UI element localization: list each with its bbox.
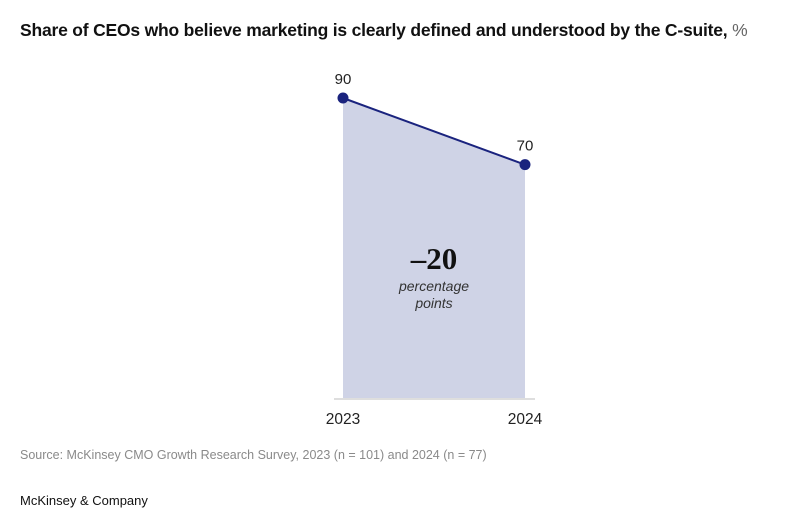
delta-label-line1: percentage	[398, 278, 469, 294]
value-label-2024: 70	[517, 138, 534, 155]
x-tick-label-2024: 2024	[508, 411, 543, 428]
x-tick-label-2023: 2023	[326, 411, 360, 428]
chart-title-unit: %	[732, 20, 748, 40]
chart-title: Share of CEOs who believe marketing is c…	[20, 20, 748, 41]
delta-label-line2: points	[414, 295, 452, 311]
chart-title-text: Share of CEOs who believe marketing is c…	[20, 20, 728, 40]
data-point-2024	[519, 159, 531, 171]
series-line	[342, 97, 526, 166]
source-note: Source: McKinsey CMO Growth Research Sur…	[20, 448, 487, 462]
area-fill	[343, 98, 525, 398]
brand-logo-text: McKinsey & Company	[20, 493, 148, 508]
delta-value: –20	[410, 241, 458, 276]
data-point-2023	[337, 92, 349, 104]
value-label-2023: 90	[335, 71, 352, 88]
